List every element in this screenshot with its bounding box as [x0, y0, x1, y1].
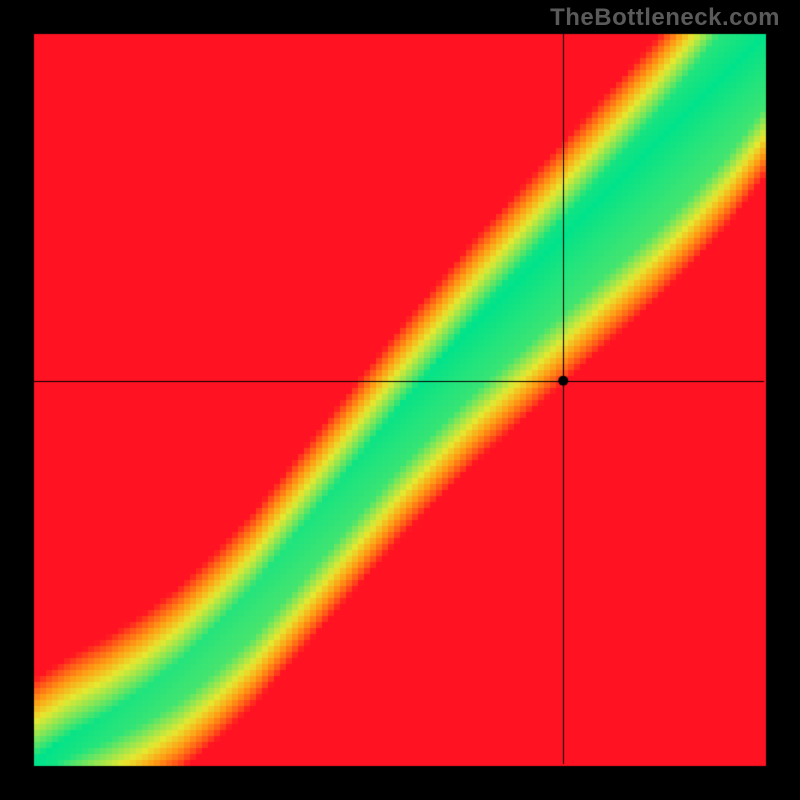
- watermark-text: TheBottleneck.com: [550, 4, 780, 32]
- outer-frame: TheBottleneck.com: [0, 0, 800, 800]
- heatmap-canvas: [0, 0, 800, 800]
